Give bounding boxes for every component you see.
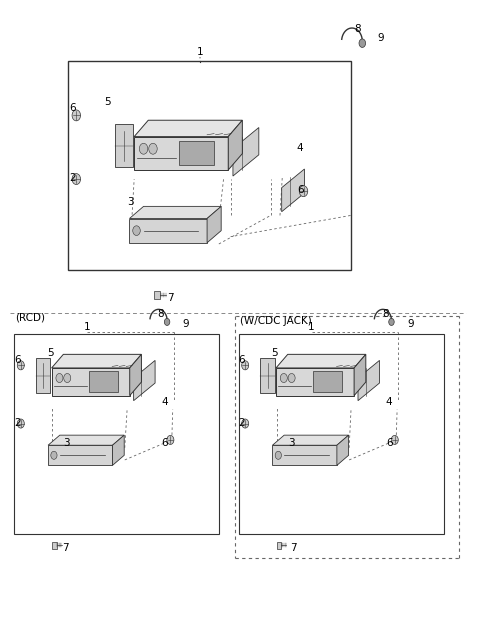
- Text: (W/CDC JACK): (W/CDC JACK): [240, 316, 312, 326]
- Text: 6: 6: [161, 438, 168, 448]
- Text: 7: 7: [290, 543, 297, 553]
- Circle shape: [72, 173, 81, 184]
- Bar: [239, 334, 444, 534]
- Text: 1: 1: [308, 322, 315, 332]
- Polygon shape: [233, 128, 259, 176]
- Text: 9: 9: [407, 319, 414, 329]
- Circle shape: [17, 419, 24, 428]
- Text: 8: 8: [157, 309, 164, 319]
- Text: 1: 1: [197, 47, 204, 58]
- Polygon shape: [276, 542, 281, 549]
- Polygon shape: [130, 206, 221, 219]
- Circle shape: [164, 318, 170, 326]
- Polygon shape: [273, 445, 337, 465]
- Circle shape: [275, 451, 281, 459]
- Polygon shape: [112, 435, 124, 465]
- Polygon shape: [130, 219, 207, 243]
- Polygon shape: [52, 542, 57, 549]
- Circle shape: [51, 451, 57, 459]
- Circle shape: [72, 110, 81, 121]
- Circle shape: [133, 226, 140, 235]
- Polygon shape: [52, 368, 130, 396]
- Text: 5: 5: [104, 97, 111, 107]
- Polygon shape: [48, 435, 124, 445]
- Circle shape: [241, 361, 249, 370]
- Text: 9: 9: [378, 33, 384, 43]
- Circle shape: [280, 373, 288, 383]
- Polygon shape: [115, 124, 133, 167]
- Bar: [68, 61, 350, 270]
- Polygon shape: [133, 360, 155, 400]
- Text: 3: 3: [288, 438, 295, 448]
- Text: 3: 3: [128, 196, 134, 207]
- Polygon shape: [89, 371, 118, 392]
- Text: 2: 2: [69, 173, 75, 183]
- Text: 8: 8: [354, 24, 360, 33]
- Circle shape: [167, 435, 174, 444]
- Polygon shape: [52, 354, 142, 368]
- Polygon shape: [313, 371, 342, 392]
- Text: 4: 4: [297, 143, 303, 153]
- Polygon shape: [207, 206, 221, 243]
- Circle shape: [359, 39, 366, 48]
- Polygon shape: [354, 354, 366, 396]
- Polygon shape: [36, 358, 50, 393]
- Text: 6: 6: [69, 103, 75, 113]
- Polygon shape: [134, 137, 228, 170]
- Polygon shape: [337, 435, 348, 465]
- Text: 4: 4: [161, 397, 168, 407]
- Circle shape: [56, 373, 63, 383]
- Polygon shape: [273, 435, 348, 445]
- Text: 1: 1: [84, 322, 90, 332]
- Polygon shape: [276, 354, 366, 368]
- Text: 8: 8: [382, 309, 389, 319]
- Text: 5: 5: [272, 348, 278, 358]
- Text: 7: 7: [168, 293, 174, 303]
- Circle shape: [299, 186, 308, 197]
- Polygon shape: [228, 120, 242, 170]
- Polygon shape: [276, 368, 354, 396]
- Circle shape: [139, 143, 148, 154]
- Text: 6: 6: [238, 355, 245, 365]
- Circle shape: [391, 435, 398, 444]
- Circle shape: [241, 419, 249, 428]
- Polygon shape: [48, 445, 112, 465]
- Circle shape: [389, 318, 394, 326]
- Polygon shape: [130, 354, 142, 396]
- Text: 7: 7: [62, 543, 68, 553]
- Text: 6: 6: [386, 438, 393, 448]
- Polygon shape: [179, 141, 214, 165]
- Circle shape: [64, 373, 71, 383]
- Polygon shape: [282, 169, 304, 212]
- Text: 9: 9: [182, 319, 189, 329]
- Text: 6: 6: [14, 355, 21, 365]
- Text: (RCD): (RCD): [15, 313, 45, 323]
- Text: 4: 4: [386, 397, 393, 407]
- Polygon shape: [358, 360, 380, 400]
- Polygon shape: [260, 358, 275, 393]
- Circle shape: [288, 373, 295, 383]
- Text: 2: 2: [14, 418, 21, 428]
- Bar: [14, 334, 219, 534]
- Circle shape: [17, 361, 24, 370]
- Circle shape: [149, 143, 157, 154]
- Polygon shape: [155, 291, 160, 299]
- Polygon shape: [134, 120, 242, 137]
- Text: 5: 5: [48, 348, 54, 358]
- Text: 2: 2: [238, 418, 245, 428]
- Text: 3: 3: [63, 438, 70, 448]
- Text: 6: 6: [297, 185, 303, 195]
